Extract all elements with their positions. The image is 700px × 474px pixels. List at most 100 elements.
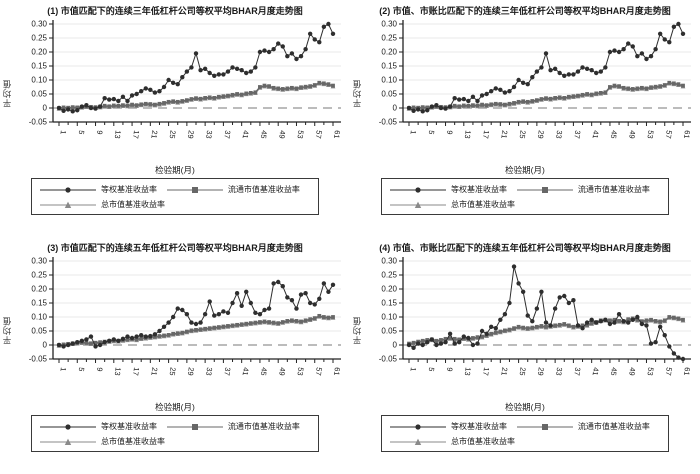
svg-text:53: 53 — [645, 367, 655, 376]
svg-text:13: 13 — [463, 130, 473, 139]
svg-text:29: 29 — [186, 130, 196, 139]
legend-item-equal-weight: 等权基准收益率 — [40, 421, 167, 432]
chart-canvas-1: 0.30 0.25 0.20 0.15 0.10 0.05 0 -0.05 1 5 9 13 17 21 2… — [29, 20, 342, 140]
legend-item-total-mv: 总市值基准收益率 — [40, 199, 167, 210]
y-axis-label: 平均值 — [1, 78, 12, 108]
svg-text:37: 37 — [222, 367, 232, 376]
svg-text:0.20: 0.20 — [381, 285, 397, 294]
panel-3: (3) 市值匹配下的连续五年低杠杆公司等权平均BHAR月度走势图 平均值 0.3… — [0, 237, 350, 474]
panel-4: (4) 市值、市账比匹配下的连续五年低杠杆公司等权平均BHAR月度走势图 平均值… — [350, 237, 700, 474]
svg-text:17: 17 — [131, 367, 141, 376]
svg-text:13: 13 — [113, 130, 123, 139]
svg-text:0.10: 0.10 — [31, 76, 47, 85]
svg-text:0.30: 0.30 — [381, 257, 397, 266]
svg-text:21: 21 — [149, 130, 159, 139]
svg-text:0: 0 — [393, 341, 398, 350]
svg-text:0.30: 0.30 — [31, 20, 47, 29]
square-marker-icon — [516, 186, 573, 193]
svg-text:0.20: 0.20 — [31, 285, 47, 294]
svg-text:0.15: 0.15 — [381, 62, 397, 71]
legend-label: 流通市值基准收益率 — [577, 422, 650, 431]
chart-canvas-3: 0.30 0.25 0.20 0.15 0.10 0.05 0 -0.05 1 5 9 13 17 21 2… — [29, 257, 342, 377]
svg-text:57: 57 — [664, 130, 674, 139]
square-marker-icon — [166, 186, 223, 193]
legend-item-equal-weight: 等权基准收益率 — [40, 184, 167, 195]
svg-text:45: 45 — [609, 367, 619, 376]
legend-item-tradable-mv: 流通市值基准收益率 — [166, 184, 310, 195]
triangle-marker-icon — [390, 438, 446, 445]
legend-box: 等权基准收益率 流通市值基准收益率 总市值基准收益率 — [31, 415, 319, 452]
legend-label: 总市值基准收益率 — [101, 200, 165, 209]
svg-text:37: 37 — [572, 367, 582, 376]
svg-text:33: 33 — [204, 130, 214, 139]
circle-marker-icon — [40, 423, 96, 430]
svg-text:53: 53 — [295, 130, 305, 139]
svg-text:0.10: 0.10 — [381, 76, 397, 85]
svg-text:33: 33 — [554, 367, 564, 376]
panel-2: (2) 市值、市账比匹配下的连续三年低杠杆公司等权平均BHAR月度走势图 平均值… — [350, 0, 700, 237]
svg-text:-0.05: -0.05 — [379, 118, 398, 127]
legend-item-equal-weight: 等权基准收益率 — [390, 184, 517, 195]
svg-text:37: 37 — [572, 130, 582, 139]
svg-text:0.05: 0.05 — [31, 90, 47, 99]
y-axis-label: 平均值 — [351, 315, 362, 345]
svg-text:57: 57 — [314, 130, 324, 139]
svg-text:0.05: 0.05 — [31, 327, 47, 336]
chart-canvas-4: 0.30 0.25 0.20 0.15 0.10 0.05 0 -0.05 1 5 9 13 17 21 2… — [379, 257, 692, 377]
svg-text:1: 1 — [59, 130, 68, 135]
svg-text:49: 49 — [627, 130, 637, 139]
svg-text:49: 49 — [277, 367, 287, 376]
svg-text:0.25: 0.25 — [31, 34, 47, 43]
svg-text:33: 33 — [204, 367, 214, 376]
svg-text:41: 41 — [591, 130, 601, 139]
svg-text:25: 25 — [168, 367, 178, 376]
svg-text:5: 5 — [77, 367, 86, 372]
panel-title: (4) 市值、市账比匹配下的连续五年低杠杆公司等权平均BHAR月度走势图 — [379, 243, 671, 253]
legend-item-total-mv: 总市值基准收益率 — [40, 436, 167, 447]
legend-item-tradable-mv: 流通市值基准收益率 — [516, 421, 660, 432]
svg-text:61: 61 — [332, 367, 342, 376]
svg-text:0.30: 0.30 — [381, 20, 397, 29]
triangle-marker-icon — [390, 201, 446, 208]
legend-label: 等权基准收益率 — [451, 422, 507, 431]
svg-text:0.20: 0.20 — [31, 48, 47, 57]
svg-text:37: 37 — [222, 130, 232, 139]
svg-text:0.05: 0.05 — [381, 327, 397, 336]
svg-text:49: 49 — [277, 130, 287, 139]
svg-text:0: 0 — [43, 341, 48, 350]
legend-box: 等权基准收益率 流通市值基准收益率 总市值基准收益率 — [381, 415, 669, 452]
svg-text:33: 33 — [554, 130, 564, 139]
triangle-marker-icon — [40, 438, 96, 445]
x-axis-label: 检验期(月) — [155, 165, 195, 175]
svg-text:0.15: 0.15 — [31, 62, 47, 71]
svg-text:0.25: 0.25 — [381, 271, 397, 280]
svg-text:9: 9 — [445, 367, 454, 372]
x-axis-label: 检验期(月) — [505, 165, 545, 175]
chart-area: 平均值 0.30 0.25 0.20 0.15 0.10 0.05 0 -0.05 1 5 9 13 1… — [350, 18, 700, 168]
svg-text:0.25: 0.25 — [381, 34, 397, 43]
legend-label: 总市值基准收益率 — [451, 437, 515, 446]
svg-text:53: 53 — [645, 130, 655, 139]
legend-item-tradable-mv: 流通市值基准收益率 — [166, 421, 310, 432]
legend-label: 总市值基准收益率 — [101, 437, 165, 446]
legend-box: 等权基准收益率 流通市值基准收益率 总市值基准收益率 — [31, 178, 319, 215]
circle-marker-icon — [390, 186, 446, 193]
svg-text:13: 13 — [463, 367, 473, 376]
svg-text:0: 0 — [43, 104, 48, 113]
svg-text:53: 53 — [295, 367, 305, 376]
svg-text:61: 61 — [332, 130, 342, 139]
chart-area: 平均值 0.30 0.25 0.20 0.15 0.10 0.05 0 -0.05 1 5 9 13 1… — [0, 18, 350, 168]
svg-text:21: 21 — [149, 367, 159, 376]
svg-text:17: 17 — [131, 130, 141, 139]
svg-text:29: 29 — [536, 367, 546, 376]
svg-text:0.15: 0.15 — [31, 299, 47, 308]
y-axis-label: 平均值 — [351, 78, 362, 108]
chart-area: 平均值 0.30 0.25 0.20 0.15 0.10 0.05 0 -0.05 1 5 9 13 1… — [0, 255, 350, 405]
svg-text:-0.05: -0.05 — [379, 355, 398, 364]
svg-text:1: 1 — [409, 367, 418, 372]
svg-text:0.15: 0.15 — [381, 299, 397, 308]
svg-text:1: 1 — [59, 367, 68, 372]
svg-text:9: 9 — [95, 130, 104, 135]
legend-label: 流通市值基准收益率 — [227, 422, 300, 431]
y-axis-label: 平均值 — [1, 315, 12, 345]
